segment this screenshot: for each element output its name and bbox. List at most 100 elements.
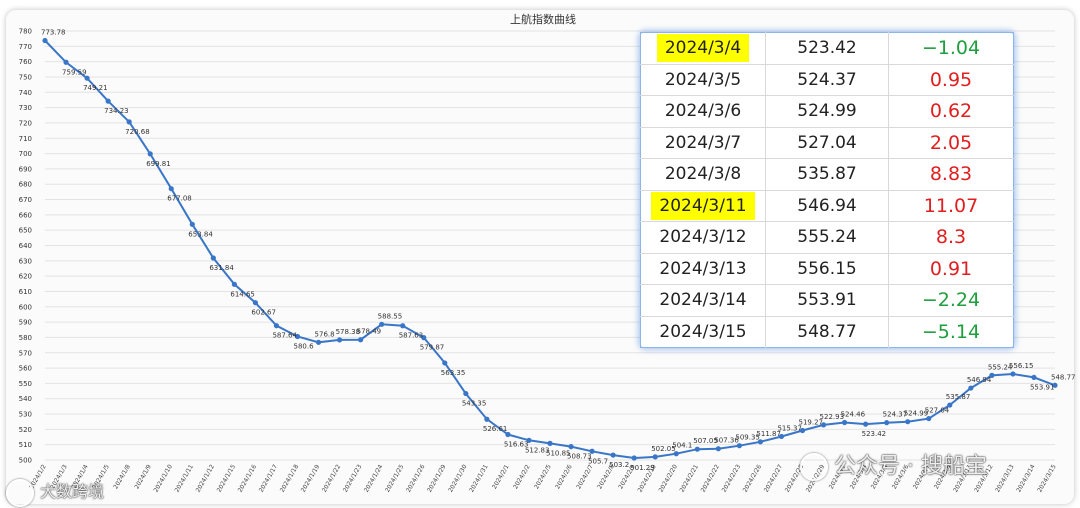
data-point	[400, 323, 406, 329]
y-tick-label: 700	[19, 150, 32, 158]
x-tick-label: 2024/2/1	[491, 463, 511, 490]
data-label: 759.59	[62, 68, 87, 76]
watermark-left: 大数跨境	[6, 478, 104, 507]
change-cell: 8.83	[888, 158, 1014, 191]
data-label: 563.35	[441, 369, 466, 377]
x-tick-label: 2024/1/24	[363, 463, 385, 493]
y-tick-label: 680	[19, 181, 32, 189]
data-point	[989, 372, 995, 378]
table-row: 2024/3/13 556.15 0.91	[640, 253, 1014, 285]
x-tick-label: 2024/1/30	[447, 463, 469, 493]
y-tick-label: 760	[19, 58, 32, 66]
data-label: 773.78	[41, 29, 66, 37]
data-label: 602.67	[251, 309, 276, 317]
wechat-icon	[800, 453, 828, 481]
change-cell: 11.07	[888, 190, 1014, 222]
y-tick-label: 620	[19, 273, 32, 281]
data-point	[63, 59, 69, 65]
data-point	[884, 420, 890, 426]
data-point	[463, 390, 469, 397]
y-tick-label: 720	[19, 119, 32, 127]
data-point	[1031, 374, 1037, 381]
data-label: 504.1	[672, 442, 692, 450]
data-point	[42, 37, 48, 44]
data-label: 587.63	[399, 332, 424, 340]
data-point	[105, 98, 111, 104]
data-label: 653.84	[188, 230, 213, 238]
date-cell: 2024/3/11	[640, 190, 766, 222]
data-label: 527.04	[925, 407, 950, 415]
data-point	[568, 444, 574, 450]
table-row: 2024/3/15 548.77 −5.14	[640, 316, 1014, 348]
data-point	[273, 323, 280, 329]
data-point	[379, 321, 385, 327]
data-label: 507.05	[693, 437, 718, 445]
index-value-cell: 553.91	[765, 284, 889, 317]
date-text: 2024/3/13	[659, 258, 747, 279]
data-point	[147, 151, 153, 157]
data-label: 749.21	[83, 84, 108, 92]
data-point	[947, 402, 953, 408]
data-point	[294, 333, 301, 340]
data-label: 556.15	[1009, 362, 1034, 370]
index-value-cell: 527.04	[765, 127, 889, 159]
x-tick-label: 2024/2/23	[721, 463, 743, 493]
date-text: 2024/3/11	[651, 191, 755, 220]
data-point	[589, 448, 595, 454]
data-point	[968, 385, 974, 391]
change-cell: −5.14	[921, 320, 981, 343]
data-point	[336, 337, 343, 343]
data-point	[358, 337, 364, 343]
watermark-right-text: 公众号 · 搜船宝	[834, 454, 987, 479]
x-tick-label: 2024/1/25	[384, 463, 406, 493]
data-label: 501.29	[630, 464, 655, 472]
date-cell: 2024/3/13	[640, 253, 766, 285]
data-label: 505.7	[588, 457, 608, 465]
data-point	[610, 452, 616, 458]
x-tick-label: 2024/3/13	[994, 463, 1016, 493]
date-cell: 2024/3/4	[640, 32, 766, 65]
date-text: 2024/3/5	[664, 69, 742, 90]
x-tick-label: 2024/1/9	[133, 463, 153, 490]
y-tick-label: 660	[19, 211, 32, 219]
index-value-cell: 524.99	[765, 95, 889, 128]
x-tick-label: 2024/1/11	[174, 463, 196, 493]
data-label: 588.55	[378, 312, 403, 320]
logo-icon	[6, 478, 34, 507]
data-label: 516.63	[504, 441, 528, 449]
y-tick-label: 750	[19, 73, 32, 81]
data-point	[820, 422, 827, 428]
data-point	[505, 431, 511, 438]
data-point	[715, 446, 721, 452]
x-tick-label: 2024/3/14	[1015, 463, 1037, 493]
date-text: 2024/3/12	[659, 227, 747, 248]
x-tick-label: 2024/2/7	[575, 463, 595, 490]
chart-title: 上航指数曲线	[510, 12, 576, 26]
data-point	[252, 300, 259, 306]
data-label: 510.85	[546, 449, 571, 457]
data-point	[421, 335, 427, 341]
watermark-right: 公众号 · 搜船宝	[800, 448, 987, 481]
data-point	[863, 421, 869, 427]
x-tick-label: 2024/1/26	[405, 463, 427, 493]
data-point	[547, 440, 553, 446]
y-axis: 500 510 520 530 540 550 560 570 580 590 600 610 620 6…	[19, 28, 32, 465]
data-label: 507.36	[714, 437, 739, 445]
data-labels: 773.78 759.59 749.21 734.23 720.68 699.81 677.…	[41, 29, 1076, 472]
x-tick-label: 2024/2/6	[554, 463, 574, 490]
x-tick-label: 2024/1/10	[153, 463, 175, 493]
index-change-table: 2024/3/4 523.42 −1.04 2024/3/5 524.37 0.95 202…	[640, 32, 1014, 348]
x-tick-label: 2024/1/15	[216, 463, 238, 493]
data-point	[926, 415, 932, 422]
index-value-cell: 546.94	[765, 190, 889, 222]
date-text: 2024/3/15	[659, 321, 747, 342]
series	[42, 37, 1058, 461]
x-tick-label: 2024/2/20	[658, 463, 680, 493]
x-tick-label: 2024/1/12	[195, 463, 217, 493]
data-label: 512.83	[525, 446, 550, 454]
y-tick-label: 540	[19, 395, 32, 403]
table-row: 2024/3/12 555.24 8.3	[640, 221, 1014, 254]
data-label: 555.24	[988, 363, 1013, 371]
data-label: 523.42	[862, 430, 887, 438]
y-tick-label: 650	[19, 227, 32, 235]
